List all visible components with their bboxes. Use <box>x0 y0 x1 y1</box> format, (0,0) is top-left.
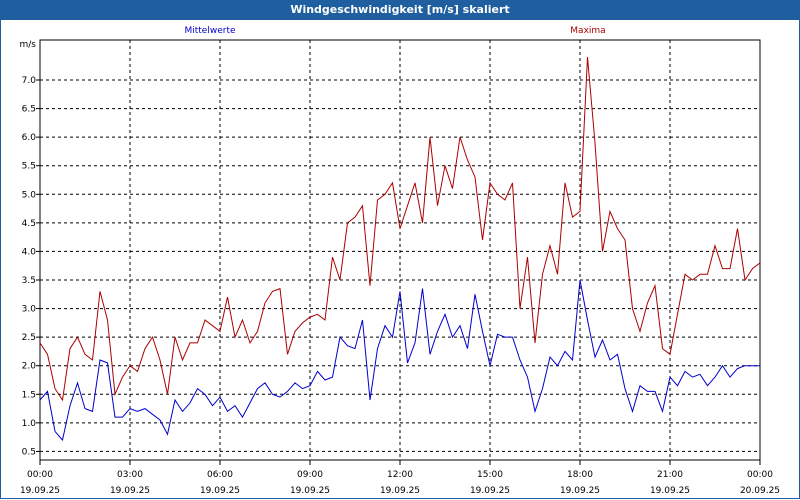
legend: Mittelwerte Maxima <box>184 26 605 36</box>
x-tick-label-time: 18:00 <box>567 470 593 480</box>
y-tick-label: 5.5 <box>22 162 36 172</box>
x-tick-label-date: 19.09.25 <box>560 486 600 496</box>
x-tick-label-time: 06:00 <box>207 470 233 480</box>
x-tick-label-time: 15:00 <box>477 470 503 480</box>
y-tick-label: 7.0 <box>22 76 37 86</box>
y-tick-label: 0.5 <box>22 447 36 457</box>
legend-maxima: Maxima <box>570 26 605 36</box>
grid <box>40 40 760 460</box>
legend-mittelwerte: Mittelwerte <box>184 26 235 36</box>
y-tick-label: 6.5 <box>22 105 36 115</box>
y-tick-label: 6.0 <box>22 133 37 143</box>
x-tick-label-time: 09:00 <box>297 470 323 480</box>
y-tick-label: 5.0 <box>22 190 37 200</box>
x-tick-label-time: 21:00 <box>657 470 683 480</box>
x-tick-label-date: 19.09.25 <box>20 486 60 496</box>
x-tick-label-time: 00:00 <box>27 470 53 480</box>
y-tick-label: 4.5 <box>22 219 36 229</box>
y-axis-label: m/s <box>20 40 37 50</box>
y-tick-label: 2.0 <box>22 362 37 372</box>
x-tick-label-date: 19.09.25 <box>290 486 330 496</box>
series-line-mittelwerte <box>39 279 760 442</box>
x-tick-label-time: 03:00 <box>117 470 143 480</box>
y-tick-label: 3.5 <box>22 276 36 286</box>
axis-labels: 0.5 1.0 1.5 2.0 2.5 3.0 3.5 4.0 4.5 5.0 5.5 6.0 6.5 7… <box>20 40 781 496</box>
axes <box>36 39 761 465</box>
y-tick-label: 2.5 <box>22 333 36 343</box>
series-lines <box>39 57 761 442</box>
x-tick-label-time: 00:00 <box>747 470 773 480</box>
x-tick-label-date: 19.09.25 <box>110 486 150 496</box>
y-tick-label: 1.0 <box>22 419 37 429</box>
series-line-maxima <box>39 57 761 402</box>
x-tick-label-date: 19.09.25 <box>650 486 690 496</box>
x-tick-label-date: 19.09.25 <box>470 486 510 496</box>
x-tick-label-time: 12:00 <box>387 470 413 480</box>
plot-border <box>39 39 761 461</box>
x-tick-label-date: 20.09.25 <box>740 486 780 496</box>
y-tick-label: 1.5 <box>22 390 36 400</box>
x-tick-label-date: 19.09.25 <box>380 486 420 496</box>
y-tick-label: 4.0 <box>22 247 37 257</box>
y-tick-label: 3.0 <box>22 305 37 315</box>
chart-title: Windgeschwindigkeit [m/s] skaliert <box>0 0 800 20</box>
x-tick-label-date: 19.09.25 <box>200 486 240 496</box>
